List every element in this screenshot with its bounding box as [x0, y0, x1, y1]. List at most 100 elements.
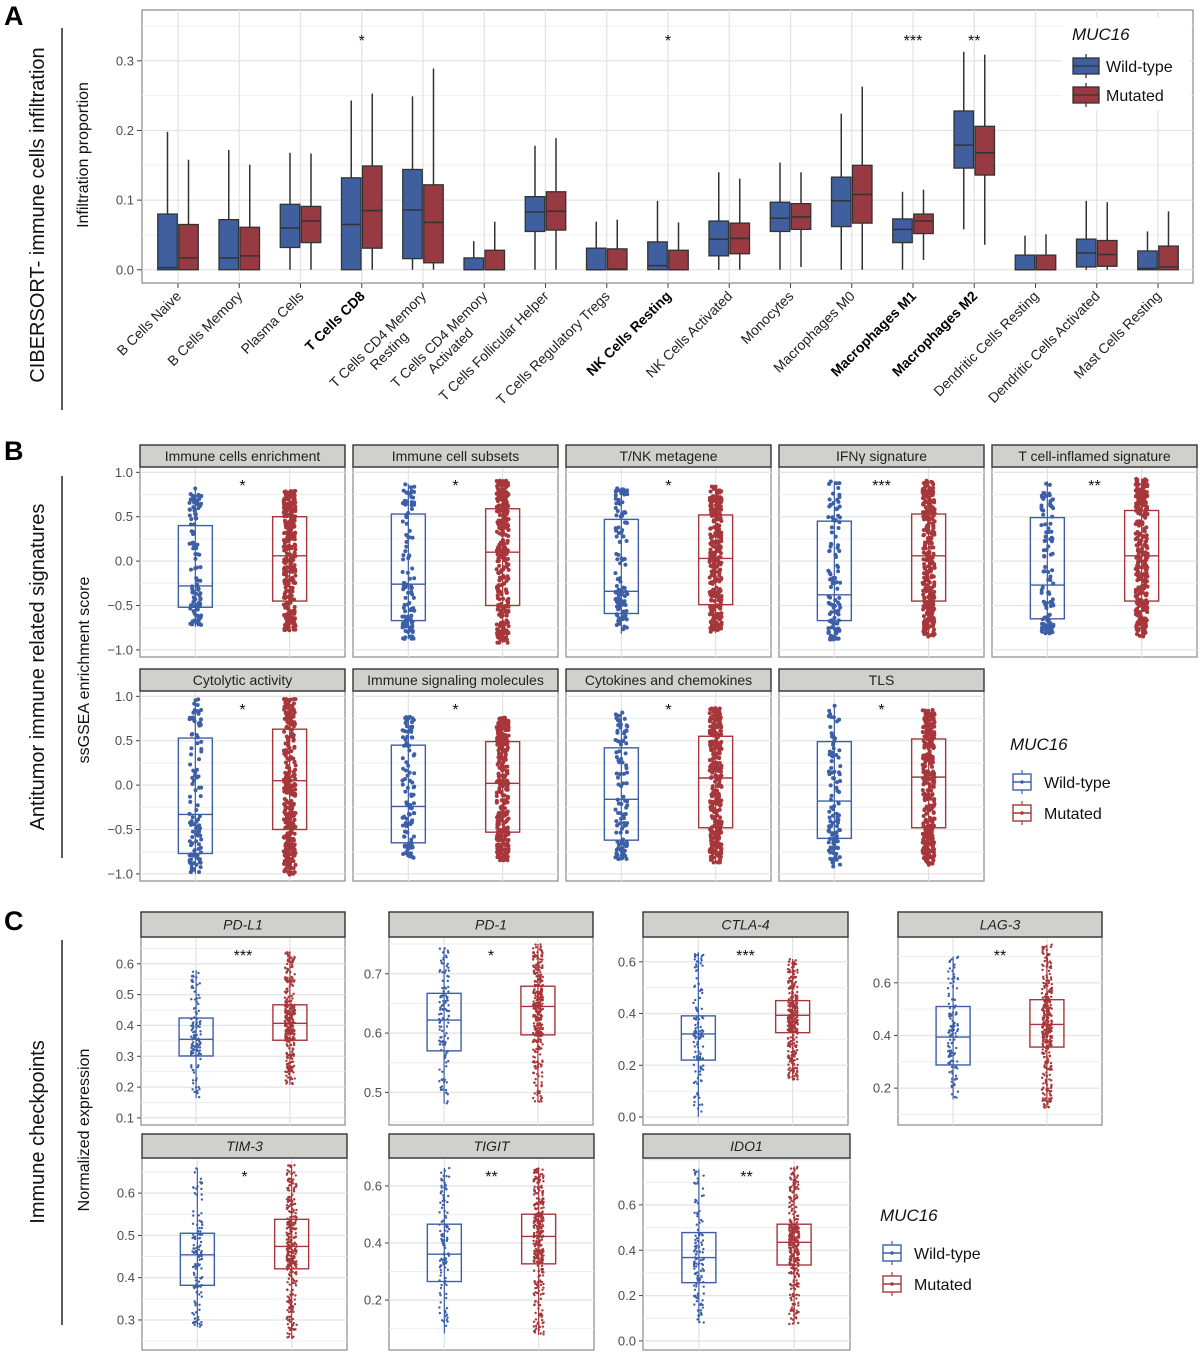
data-point: [438, 1043, 442, 1046]
data-point: [926, 847, 931, 852]
data-point: [827, 708, 832, 713]
data-point: [288, 985, 291, 988]
data-point: [714, 774, 719, 779]
data-point: [196, 757, 201, 762]
data-point: [1048, 552, 1053, 557]
data-point: [441, 1070, 444, 1073]
data-point: [1139, 588, 1144, 593]
data-point: [189, 529, 194, 534]
data-point: [401, 766, 406, 771]
data-point: [291, 621, 296, 626]
data-point: [284, 496, 289, 501]
data-point: [411, 718, 416, 723]
data-point: [192, 1016, 196, 1019]
data-point: [714, 511, 719, 516]
data-point: [506, 527, 511, 532]
data-point: [289, 511, 294, 516]
data-point: [438, 1017, 441, 1021]
data-point: [287, 1027, 291, 1030]
box-body: [463, 257, 485, 271]
data-point: [1142, 571, 1147, 576]
data-point: [709, 844, 714, 849]
data-point: [1139, 572, 1144, 577]
data-point: [283, 825, 288, 830]
box-wild-type: [816, 479, 853, 642]
data-point: [293, 573, 298, 578]
data-point: [404, 490, 409, 495]
data-point: [707, 711, 712, 716]
data-point: [922, 566, 927, 571]
data-point: [1135, 505, 1140, 510]
data-point: [1142, 616, 1147, 621]
data-point: [199, 1057, 202, 1061]
data-point: [921, 502, 926, 507]
facet-panel: Immune cell subsets*: [352, 444, 559, 658]
data-point: [190, 584, 195, 589]
data-point: [836, 499, 841, 504]
data-point: [928, 537, 933, 542]
data-point: [498, 765, 503, 770]
data-point: [440, 1012, 443, 1016]
data-point: [408, 853, 413, 858]
data-point: [828, 637, 833, 642]
data-point: [1142, 542, 1147, 547]
data-point: [837, 717, 842, 722]
data-point: [1051, 581, 1056, 586]
data-point: [193, 613, 198, 618]
data-point: [533, 1092, 536, 1095]
data-point: [500, 521, 505, 526]
y-tick-label: −0.5: [107, 822, 133, 837]
data-point: [618, 579, 623, 584]
data-point: [289, 536, 294, 541]
data-point: [829, 715, 834, 720]
data-point: [1142, 500, 1147, 505]
data-point: [287, 995, 290, 998]
data-point: [291, 1047, 294, 1050]
data-point: [719, 851, 724, 856]
data-point: [283, 596, 288, 601]
data-point: [292, 1007, 295, 1011]
data-point: [835, 788, 840, 793]
data-point: [833, 736, 838, 741]
data-point: [712, 497, 717, 502]
legend-key-point: [1020, 780, 1024, 784]
data-point: [930, 776, 935, 781]
data-point: [402, 777, 407, 782]
significance-star: *: [359, 33, 365, 50]
data-point: [400, 823, 405, 828]
data-point: [929, 818, 934, 823]
y-tick-label: 1.0: [115, 465, 133, 480]
data-point: [285, 765, 290, 770]
data-point: [929, 633, 934, 638]
data-point: [410, 592, 415, 597]
data-point: [921, 607, 926, 612]
data-point: [834, 752, 839, 757]
data-point: [931, 810, 936, 815]
data-point: [286, 788, 291, 793]
data-point: [284, 760, 289, 765]
box-mutated: [361, 93, 383, 270]
data-point: [196, 697, 201, 702]
facet-plot-area: [140, 936, 346, 1126]
data-point: [198, 996, 201, 1000]
data-point: [291, 497, 296, 502]
data-point: [402, 814, 407, 819]
box-wild-type: [1029, 481, 1066, 636]
data-point: [925, 713, 930, 718]
significance-star: *: [452, 478, 458, 495]
box-body: [603, 518, 640, 615]
data-point: [197, 971, 200, 975]
data-point: [286, 954, 290, 958]
data-point: [194, 1044, 197, 1047]
facet-panel: Cytokines and chemokines*: [565, 668, 772, 882]
data-point: [500, 818, 505, 823]
data-point: [504, 561, 509, 566]
data-point: [929, 479, 934, 484]
data-point: [711, 767, 716, 772]
data-point: [532, 1022, 536, 1025]
data-point: [837, 748, 842, 753]
data-point: [715, 501, 720, 506]
data-point: [289, 527, 294, 532]
data-point: [285, 547, 290, 552]
data-point: [833, 534, 838, 539]
